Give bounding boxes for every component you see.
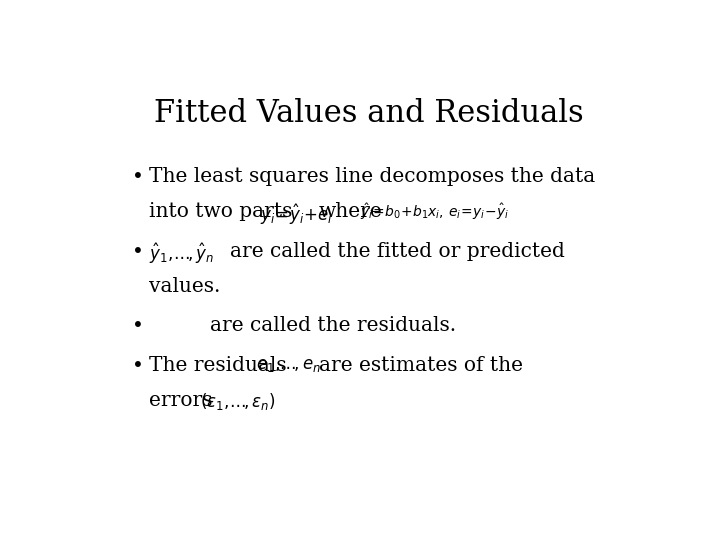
Text: are called the residuals.: are called the residuals. bbox=[210, 316, 456, 335]
Text: are estimates of the: are estimates of the bbox=[319, 356, 523, 375]
Text: Fitted Values and Residuals: Fitted Values and Residuals bbox=[154, 98, 584, 129]
Text: $y_i\!=\!\hat{y}_i\!+\!e_i$: $y_i\!=\!\hat{y}_i\!+\!e_i$ bbox=[260, 202, 333, 227]
Text: The least squares line decomposes the data: The least squares line decomposes the da… bbox=[148, 167, 595, 186]
Text: values.: values. bbox=[148, 277, 220, 296]
Text: $e_1,\!\ldots\!,e_n$: $e_1,\!\ldots\!,e_n$ bbox=[256, 356, 321, 374]
Text: $(\varepsilon_1,\!\ldots\!,\varepsilon_n)$: $(\varepsilon_1,\!\ldots\!,\varepsilon_n… bbox=[200, 391, 276, 412]
Text: •: • bbox=[132, 167, 144, 186]
Text: The residuals: The residuals bbox=[148, 356, 287, 375]
Text: •: • bbox=[132, 241, 144, 260]
Text: •: • bbox=[132, 316, 144, 335]
Text: $\hat{y}_1,\!\ldots\!,\hat{y}_n$: $\hat{y}_1,\!\ldots\!,\hat{y}_n$ bbox=[148, 241, 214, 266]
Text: are called the fitted or predicted: are called the fitted or predicted bbox=[230, 241, 564, 260]
Text: where: where bbox=[319, 202, 382, 221]
Text: into two parts: into two parts bbox=[148, 202, 292, 221]
Text: $\hat{y}_i\!=\!b_0\!+\!b_1x_i,\,e_i\!=\!y_i\!-\!\hat{y}_i$: $\hat{y}_i\!=\!b_0\!+\!b_1x_i,\,e_i\!=\!… bbox=[359, 202, 509, 222]
Text: •: • bbox=[132, 356, 144, 375]
Text: errors: errors bbox=[148, 391, 212, 410]
